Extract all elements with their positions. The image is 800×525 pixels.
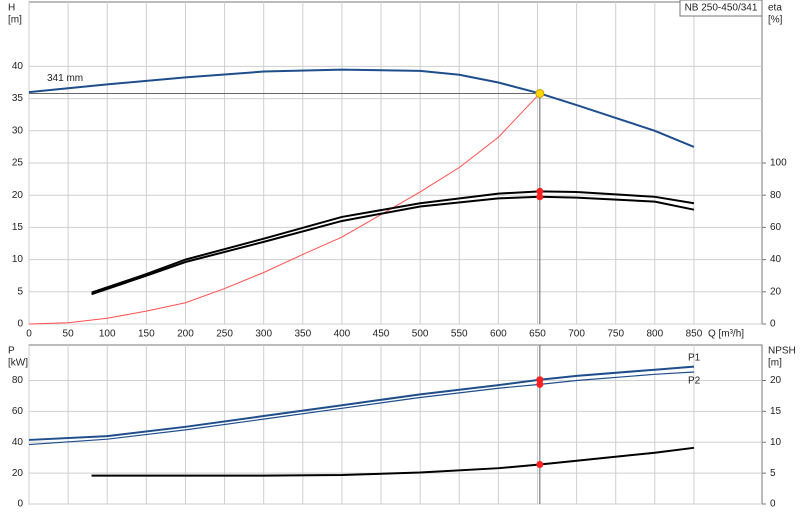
y-tick-label: 20 (12, 468, 24, 479)
y-axis-unit: [m] (8, 15, 22, 26)
y2-axis-label: eta (768, 3, 782, 14)
y2-tick-label: 20 (770, 375, 782, 386)
y-tick-label: 25 (12, 158, 24, 169)
y-tick-label: 10 (12, 254, 24, 265)
y-tick-label: 35 (12, 93, 24, 104)
x-tick-label: 550 (451, 329, 468, 340)
series-label: P2 (688, 376, 701, 387)
x-tick-label: 400 (334, 329, 351, 340)
x-tick-label: 450 (373, 329, 390, 340)
x-tick-label: 850 (686, 329, 703, 340)
curve (28, 365, 695, 441)
y-axis-label: H (8, 3, 15, 14)
y2-tick-label: 60 (770, 222, 782, 233)
pump-model: NB 250-450/341 (685, 3, 758, 14)
x-tick-label: 750 (607, 329, 624, 340)
operating-marker (536, 187, 544, 195)
y-tick-label: 5 (17, 286, 23, 297)
y2-tick-label: 80 (770, 190, 782, 201)
curve (28, 93, 541, 325)
y-tick-label: 0 (17, 499, 23, 510)
x-tick-label: 50 (63, 329, 75, 340)
y-axis-unit: [kW] (8, 358, 28, 369)
y-tick-label: 40 (12, 437, 24, 448)
y2-tick-label: 100 (770, 158, 787, 169)
x-tick-label: 250 (216, 329, 233, 340)
series-label: P1 (688, 352, 701, 363)
x-tick-label: 600 (490, 329, 507, 340)
x-tick-label: 800 (646, 329, 663, 340)
model-box (679, 0, 763, 17)
y2-tick-label: 20 (770, 286, 782, 297)
curve (28, 371, 694, 446)
operating-marker (536, 380, 544, 388)
curve (91, 446, 695, 477)
operating-marker (536, 460, 544, 468)
x-tick-label: 100 (99, 329, 116, 340)
y-axis-label: P (8, 346, 15, 357)
operating-marker (536, 193, 544, 201)
annotation: 341 mm (47, 73, 83, 84)
y2-axis-label: NPSH (768, 346, 796, 357)
x-tick-label: 150 (138, 329, 155, 340)
y2-tick-label: 0 (770, 319, 776, 330)
y2-tick-label: 10 (770, 437, 782, 448)
y-tick-label: 20 (12, 190, 24, 201)
y-tick-label: 15 (12, 222, 24, 233)
y2-tick-label: 40 (770, 254, 782, 265)
y-tick-label: 80 (12, 375, 24, 386)
x-tick-label: 350 (294, 329, 311, 340)
x-tick-label: 700 (568, 329, 585, 340)
y-tick-label: 60 (12, 406, 24, 417)
x-tick-label: 200 (177, 329, 194, 340)
x-tick-label: 500 (412, 329, 429, 340)
duty-point (535, 88, 545, 98)
y-tick-label: 30 (12, 125, 24, 136)
x-tick-label: 0 (26, 329, 32, 340)
y-tick-label: 0 (17, 319, 23, 330)
x-axis-label: Q [m³/h] (708, 329, 744, 340)
curve (91, 190, 695, 294)
y2-axis-unit: [m] (768, 358, 782, 369)
y2-tick-label: 0 (770, 499, 776, 510)
y-tick-label: 40 (12, 61, 24, 72)
y2-axis-unit: [%] (768, 15, 783, 26)
plot-frame (28, 344, 763, 505)
x-tick-label: 300 (255, 329, 272, 340)
y2-tick-label: 15 (770, 406, 782, 417)
x-tick-label: 650 (529, 329, 546, 340)
curve (91, 195, 695, 296)
curve (28, 68, 695, 148)
y2-tick-label: 5 (770, 468, 776, 479)
